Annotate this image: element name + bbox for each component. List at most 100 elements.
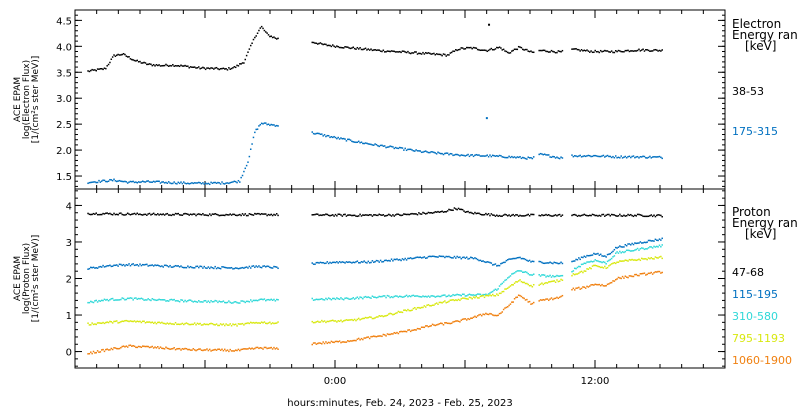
data-point	[166, 322, 169, 324]
data-point	[545, 276, 547, 278]
data-point	[334, 136, 337, 139]
electron-y-tick-label: 2.5	[56, 120, 72, 131]
data-point	[334, 46, 337, 48]
data-point	[445, 152, 447, 154]
data-point	[481, 213, 483, 216]
data-point	[144, 213, 147, 216]
data-point	[129, 320, 132, 322]
data-point	[448, 300, 450, 303]
data-point	[453, 320, 456, 323]
electron-y-axis-title-line: [1/(cm²s ster MeV)]	[31, 56, 41, 143]
data-point	[386, 333, 389, 335]
data-point	[520, 215, 523, 217]
data-point	[165, 300, 167, 302]
data-point	[452, 209, 454, 212]
data-point	[448, 153, 450, 156]
data-point	[263, 298, 266, 300]
data-point	[609, 282, 612, 284]
data-point	[368, 262, 371, 264]
data-point	[494, 314, 497, 317]
data-point	[378, 145, 380, 148]
data-point	[109, 320, 111, 323]
data-point	[498, 312, 501, 315]
data-point	[531, 286, 534, 288]
data-point	[575, 273, 577, 275]
data-point	[392, 214, 394, 216]
data-point	[188, 323, 190, 326]
data-point	[515, 48, 517, 51]
data-point	[638, 242, 640, 244]
data-point	[102, 68, 104, 71]
data-point	[578, 155, 580, 157]
data-point	[610, 257, 613, 260]
data-point	[470, 294, 472, 296]
data-point	[491, 314, 494, 316]
data-point	[333, 45, 335, 48]
data-point	[519, 270, 521, 272]
data-point	[377, 335, 379, 337]
data-point	[96, 181, 99, 184]
data-point	[312, 342, 315, 344]
data-point	[449, 322, 452, 325]
data-point	[650, 157, 653, 159]
data-point	[375, 143, 378, 146]
data-point	[211, 267, 214, 269]
proton-y-tick-label: 1	[66, 311, 72, 322]
data-point	[170, 214, 173, 217]
data-point	[520, 157, 523, 160]
data-point	[347, 214, 349, 216]
data-point	[379, 335, 382, 337]
data-point	[478, 297, 480, 299]
data-point	[121, 345, 123, 348]
data-point	[137, 61, 140, 63]
data-point	[427, 52, 430, 54]
data-point	[516, 270, 519, 272]
data-point	[185, 347, 188, 350]
data-point	[254, 322, 256, 324]
data-point	[326, 298, 329, 301]
data-point	[172, 299, 174, 301]
data-point	[135, 264, 137, 266]
data-point	[370, 297, 372, 299]
data-point	[576, 287, 579, 289]
data-point	[478, 314, 480, 316]
data-point	[258, 347, 260, 350]
data-point	[230, 67, 233, 70]
data-point	[617, 261, 620, 263]
data-point	[471, 294, 473, 296]
data-point	[213, 213, 215, 216]
data-point	[355, 215, 357, 217]
data-point	[124, 299, 126, 301]
data-point	[110, 347, 113, 350]
data-point	[655, 271, 658, 273]
data-point	[657, 270, 659, 273]
data-point	[509, 303, 512, 305]
data-point	[126, 297, 129, 300]
data-point	[522, 257, 524, 260]
data-point	[129, 180, 132, 183]
data-point	[617, 215, 620, 217]
data-point	[418, 150, 420, 152]
data-point	[146, 180, 148, 182]
data-point	[409, 309, 412, 312]
data-point	[137, 297, 140, 300]
data-point	[180, 299, 182, 301]
data-point	[98, 68, 100, 70]
data-point	[125, 213, 128, 216]
data-point	[660, 50, 662, 52]
data-point	[151, 345, 154, 348]
data-point	[420, 326, 423, 329]
data-point	[378, 335, 380, 337]
data-point	[193, 322, 196, 324]
data-point	[445, 322, 447, 324]
data-point	[614, 278, 617, 281]
data-point	[538, 260, 540, 263]
data-point	[591, 283, 594, 286]
data-point	[442, 294, 445, 296]
data-point	[392, 296, 394, 299]
data-point	[435, 256, 438, 258]
data-point	[312, 213, 315, 216]
data-point	[639, 273, 642, 275]
data-point	[456, 208, 458, 211]
data-point	[523, 157, 525, 159]
